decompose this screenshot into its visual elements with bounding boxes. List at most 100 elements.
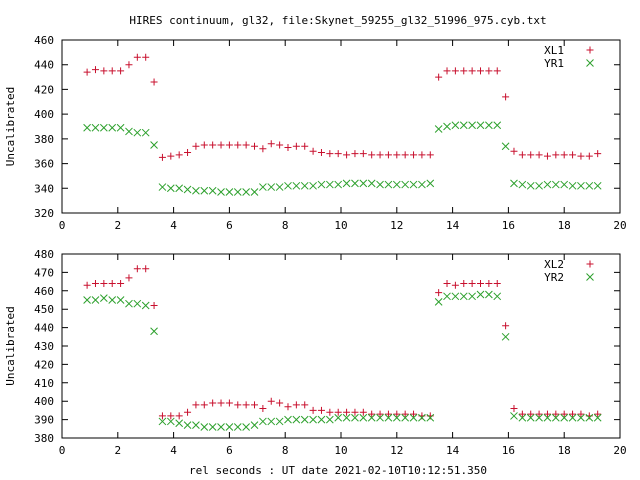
- data-point: [569, 410, 577, 418]
- data-point: [175, 184, 184, 193]
- legend-label: XL1: [544, 44, 564, 57]
- data-point: [560, 413, 569, 422]
- data-point: [242, 423, 250, 431]
- series-yr1: [83, 121, 602, 196]
- data-point: [309, 406, 317, 414]
- data-point: [443, 67, 451, 75]
- data-point: [577, 413, 585, 422]
- data-point: [568, 413, 577, 422]
- y-tick-label: 460: [34, 34, 54, 47]
- data-point: [418, 180, 426, 189]
- data-point: [577, 181, 585, 190]
- data-point: [225, 141, 233, 149]
- data-point: [535, 181, 543, 190]
- legend-marker: [586, 273, 594, 281]
- data-point: [267, 183, 276, 191]
- data-point: [91, 123, 100, 132]
- data-point: [250, 421, 259, 429]
- data-point: [309, 147, 317, 155]
- x-tick-label: 16: [502, 219, 515, 232]
- data-point: [551, 180, 560, 189]
- data-point: [593, 181, 602, 190]
- data-point: [518, 180, 527, 189]
- x-tick-label: 8: [282, 219, 289, 232]
- y-tick-label: 430: [34, 340, 54, 353]
- data-point: [426, 151, 434, 159]
- data-point: [359, 408, 367, 416]
- data-point: [117, 67, 125, 75]
- data-point: [351, 179, 359, 188]
- data-point: [192, 401, 200, 409]
- data-point: [401, 410, 409, 418]
- panel-2: 380 390 400 410 420 430 440 450 460 470 480 0 2 4 6 8 10…: [4, 248, 627, 457]
- data-point: [569, 151, 577, 159]
- data-point: [150, 302, 158, 310]
- data-point: [259, 183, 267, 191]
- data-point: [141, 301, 150, 310]
- data-point: [83, 123, 91, 132]
- data-point: [292, 401, 300, 409]
- data-point: [133, 299, 142, 308]
- data-point: [510, 412, 518, 420]
- data-point: [334, 150, 342, 158]
- data-point: [267, 397, 275, 405]
- data-point: [225, 423, 234, 431]
- data-point: [368, 410, 376, 418]
- series-xl1: [83, 53, 602, 161]
- data-point: [276, 399, 284, 407]
- data-point: [284, 403, 292, 411]
- data-point: [317, 180, 326, 189]
- data-point: [485, 279, 493, 287]
- data-point: [150, 327, 158, 336]
- data-point: [83, 281, 91, 289]
- data-point: [234, 141, 242, 149]
- data-point: [100, 279, 108, 287]
- legend-marker: [586, 59, 594, 67]
- data-point: [526, 413, 535, 422]
- data-point: [251, 142, 259, 150]
- data-point: [167, 412, 175, 420]
- data-point: [150, 78, 158, 86]
- data-point: [200, 401, 208, 409]
- data-point: [242, 141, 250, 149]
- data-point: [192, 421, 200, 429]
- data-point: [183, 421, 192, 429]
- data-point: [250, 188, 259, 196]
- data-point: [543, 180, 552, 189]
- x-axis-label: rel seconds : UT date 2021-02-10T10:12:5…: [189, 464, 487, 477]
- data-point: [510, 405, 518, 413]
- y-tick-label: 480: [34, 248, 54, 261]
- data-point: [334, 413, 343, 422]
- data-point: [192, 142, 200, 150]
- data-point: [493, 279, 501, 287]
- x-tick-label: 4: [170, 219, 177, 232]
- data-point: [209, 141, 217, 149]
- data-point: [468, 279, 476, 287]
- data-point: [83, 68, 91, 76]
- data-point: [116, 123, 125, 132]
- data-point: [158, 412, 166, 420]
- data-point: [359, 179, 368, 188]
- data-point: [485, 290, 493, 299]
- data-point: [209, 399, 217, 407]
- x-tick-label: 0: [59, 444, 66, 457]
- x-tick-label: 18: [558, 444, 571, 457]
- data-point: [493, 292, 502, 301]
- data-point: [560, 410, 568, 418]
- data-point: [233, 423, 242, 431]
- data-point: [426, 179, 435, 188]
- y-tick-label: 320: [34, 207, 54, 220]
- data-point: [217, 423, 225, 431]
- data-point: [326, 408, 334, 416]
- data-point: [518, 151, 526, 159]
- data-point: [326, 150, 334, 158]
- data-point: [426, 413, 435, 422]
- x-tick-label: 2: [114, 444, 121, 457]
- data-point: [300, 415, 309, 424]
- data-point: [451, 281, 459, 289]
- data-point: [91, 296, 100, 304]
- data-point: [317, 406, 325, 414]
- data-point: [259, 145, 267, 153]
- data-point: [141, 128, 150, 137]
- data-point: [535, 151, 543, 159]
